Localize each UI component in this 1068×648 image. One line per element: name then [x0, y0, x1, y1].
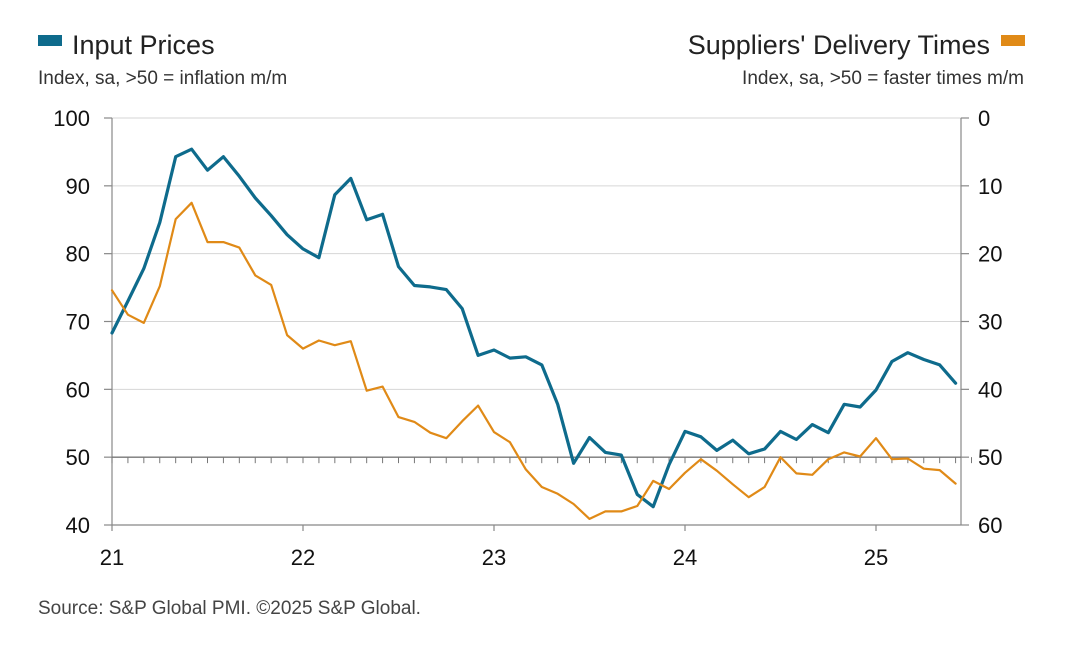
gridlines: [112, 117, 961, 390]
input-prices-legend-title: Input Prices: [72, 30, 215, 60]
y-right-tick-label: 30: [978, 310, 1002, 335]
delivery-times-legend-subtitle: Index, sa, >50 = faster times m/m: [742, 68, 1024, 89]
y-left-tick-label: 70: [66, 310, 90, 335]
y-right-tick-label: 60: [978, 513, 1002, 538]
input-prices-line: [110, 147, 958, 509]
y-right-tick-label: 0: [978, 106, 990, 131]
x-tick-label: 24: [673, 545, 697, 570]
y-right-tick-label: 20: [978, 242, 1002, 267]
y-right-tick-label: 40: [978, 377, 1002, 402]
source-note: Source: S&P Global PMI. ©2025 S&P Global…: [38, 598, 421, 619]
x-tick-label: 25: [864, 545, 888, 570]
x-tick-label: 23: [482, 545, 506, 570]
series-lines: [110, 147, 958, 521]
y-left-tick-label: 60: [66, 377, 90, 402]
y-left-tick-label: 40: [66, 513, 90, 538]
y-left-tick-label: 100: [53, 106, 90, 131]
x-tick-label: 22: [291, 545, 315, 570]
x-tick-label: 21: [100, 545, 124, 570]
delivery-times-legend-swatch: [1001, 35, 1025, 46]
input-prices-legend-subtitle: Index, sa, >50 = inflation m/m: [38, 68, 287, 89]
y-left-tick-label: 50: [66, 445, 90, 470]
delivery-times-line: [110, 201, 957, 521]
y-left-tick-label: 90: [66, 174, 90, 199]
axes: [104, 117, 972, 531]
tick-labels: 100 90 80 70 60 50 40 0 10 20 30 40 50 60 21 22 23 24 25: [53, 106, 1002, 570]
y-right-tick-label: 50: [978, 445, 1002, 470]
delivery-times-legend-title: Suppliers' Delivery Times: [688, 30, 990, 60]
y-left-tick-label: 80: [66, 242, 90, 267]
input-prices-legend-swatch: [38, 35, 62, 46]
y-right-tick-label: 10: [978, 174, 1002, 199]
